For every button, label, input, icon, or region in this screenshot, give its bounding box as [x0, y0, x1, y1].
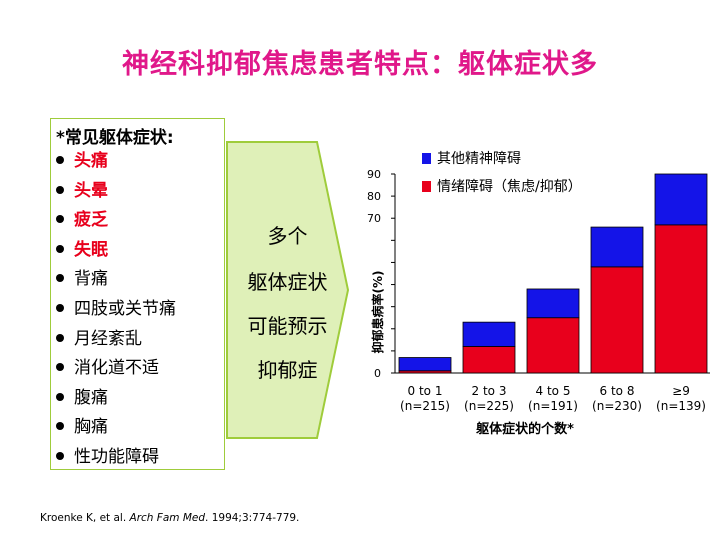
x-category-n-label: (n=139)	[656, 399, 706, 413]
symptom-item: 四肢或关节痛	[54, 298, 176, 328]
x-category-n-label: (n=191)	[528, 399, 578, 413]
y-axis-label: 抑郁患病率(%)	[370, 271, 385, 354]
bar-other-disorder	[398, 357, 452, 372]
bullet-icon	[56, 392, 64, 401]
bullet-icon	[56, 451, 64, 460]
symptoms-header: *常见躯体症状:	[56, 128, 174, 148]
bar-mood-disorder	[654, 224, 708, 374]
prevalence-chart: 0 70 80 90 抑郁患病率(%) 0 to 1(n=215) 2 to 3(n=225…	[367, 151, 710, 437]
symptom-label: 头晕	[74, 180, 108, 201]
y-tick-label: 0	[374, 367, 381, 380]
bar-other-disorder	[462, 321, 516, 347]
bullet-icon	[56, 185, 64, 194]
bullet-icon	[56, 422, 64, 431]
x-axis-label: 躯体症状的个数*	[475, 421, 574, 437]
x-category-n-label: (n=225)	[464, 399, 514, 413]
legend-swatch	[422, 181, 431, 192]
symptom-item: 背痛	[54, 268, 176, 298]
symptom-item: 消化道不适	[54, 357, 176, 387]
x-category-label: 2 to 3	[472, 384, 507, 398]
x-category-label: 4 to 5	[536, 384, 571, 398]
symptom-label: 消化道不适	[74, 358, 159, 379]
x-category-n-label: (n=230)	[592, 399, 642, 413]
symptom-item: 头晕	[54, 180, 176, 210]
legend-label: 情绪障碍（焦虑/抑郁）	[437, 179, 582, 195]
bullet-icon	[56, 244, 64, 253]
citation-journal: Arch Fam Med	[129, 512, 206, 524]
symptom-label: 月经紊乱	[74, 328, 142, 349]
symptom-label: 腹痛	[74, 387, 108, 408]
symptom-item: 疲乏	[54, 209, 176, 239]
bullet-icon	[56, 274, 64, 283]
citation-authors: Kroenke K, et al.	[40, 512, 130, 524]
legend-swatch	[422, 153, 431, 164]
bar-mood-disorder	[526, 317, 580, 374]
citation: Kroenke K, et al. Arch Fam Med. 1994;3:7…	[40, 512, 299, 524]
y-tick-label: 70	[367, 212, 381, 225]
bullet-icon	[56, 363, 64, 372]
symptom-label: 四肢或关节痛	[74, 298, 176, 319]
symptom-label: 头痛	[74, 151, 108, 171]
symptom-item: 胸痛	[54, 416, 176, 446]
symptoms-panel	[50, 118, 225, 470]
arrow-text-line2: 躯体症状	[247, 270, 328, 294]
citation-rest: . 1994;3:774-779.	[205, 512, 300, 524]
x-category-label: 0 to 1	[408, 384, 443, 398]
bullet-icon	[56, 215, 64, 224]
symptom-item: 月经紊乱	[54, 328, 176, 358]
symptom-label: 疲乏	[74, 210, 108, 231]
symptom-label: 胸痛	[74, 417, 108, 438]
y-tick-label: 80	[367, 190, 381, 203]
bullet-icon	[56, 156, 64, 164]
x-category-label: ≥9	[672, 384, 690, 398]
symptom-label: 失眠	[74, 239, 108, 260]
x-category-n-label: (n=215)	[400, 399, 450, 413]
symptom-item: 头痛	[54, 150, 176, 180]
symptom-label: 背痛	[74, 269, 108, 290]
symptoms-list: 头痛头晕疲乏失眠背痛四肢或关节痛 月经紊乱消化道不适腹痛胸痛性功能障碍	[54, 150, 176, 476]
y-tick-label: 90	[367, 168, 381, 181]
x-category-label: 6 to 8	[600, 384, 635, 398]
symptom-item: 性功能障碍	[54, 446, 176, 476]
bullet-icon	[56, 333, 64, 342]
bar-other-disorder	[526, 288, 580, 319]
legend-label: 其他精神障碍	[437, 151, 521, 167]
arrow-shape	[226, 141, 350, 439]
arrow-text-line3: 可能预示	[247, 314, 328, 338]
bar-mood-disorder	[462, 346, 516, 374]
symptom-item: 失眠	[54, 239, 176, 269]
bar-mood-disorder	[590, 266, 644, 374]
symptom-item: 腹痛	[54, 387, 176, 417]
arrow-text-line4: 抑郁症	[257, 358, 318, 382]
bar-other-disorder	[654, 173, 708, 226]
bar-other-disorder	[590, 226, 644, 268]
symptom-label: 性功能障碍	[74, 446, 159, 467]
bullet-icon	[56, 303, 64, 312]
page-title: 神经科抑郁焦虑患者特点：躯体症状多	[122, 49, 598, 80]
arrow-text-line1: 多个	[267, 224, 308, 248]
